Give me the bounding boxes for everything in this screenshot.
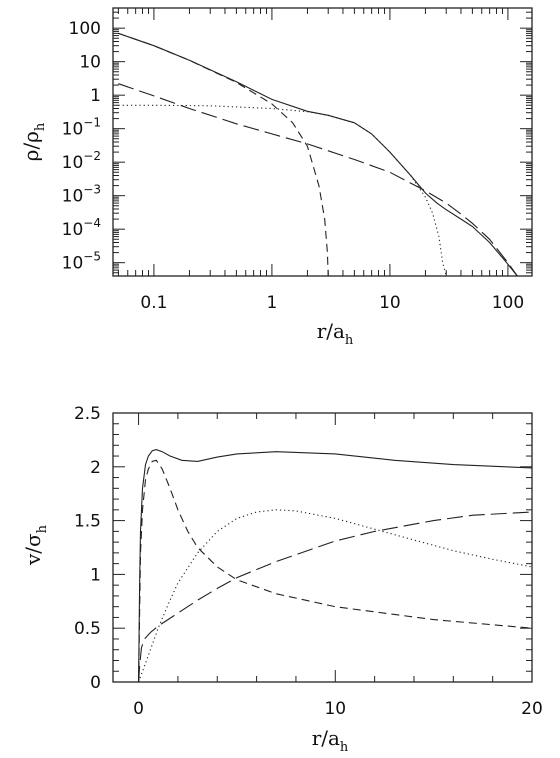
y-tick-label: 1.5 — [74, 512, 101, 532]
density-curves — [118, 32, 518, 277]
density-series-longdash — [118, 83, 518, 277]
density-y-tick-labels: 100 10 1 10−1 10−2 10−3 10−4 10−5 — [62, 19, 101, 274]
density-x-axis-label: r/ah — [317, 319, 354, 348]
velocity-series-dashed — [138, 459, 533, 683]
density-series-solid — [118, 32, 518, 277]
x-tick-label: 10 — [324, 699, 346, 719]
velocity-series-solid — [138, 449, 533, 683]
y-tick-label: 1 — [90, 565, 101, 585]
y-tick-label: 1 — [90, 86, 101, 106]
y-tick-label: 10−1 — [62, 116, 101, 140]
y-tick-label: 10−5 — [62, 250, 101, 274]
y-tick-label: 0 — [90, 673, 101, 693]
density-axis-ticks — [113, 7, 532, 277]
velocity-x-tick-labels: 0 10 20 — [133, 699, 543, 719]
velocity-y-axis-label: v/σh — [21, 524, 50, 566]
y-tick-label: 10 — [79, 53, 101, 73]
velocity-series-longdash — [138, 511, 533, 683]
y-tick-label: 100 — [69, 19, 101, 39]
y-tick-label: 10−2 — [62, 149, 101, 173]
y-tick-label: 2 — [90, 458, 101, 478]
y-tick-label: 0.5 — [74, 619, 101, 639]
x-tick-label: 100 — [492, 293, 524, 313]
velocity-panel: 0 0.5 1 1.5 2 2.5 0 10 20 r/ah v/σh — [21, 404, 543, 755]
density-series-dotted — [118, 104, 447, 277]
x-tick-label: 0 — [133, 699, 144, 719]
velocity-x-axis-label: r/ah — [312, 726, 349, 755]
velocity-y-tick-labels: 0 0.5 1 1.5 2 2.5 — [74, 404, 101, 693]
velocity-series-dotted — [138, 509, 533, 683]
y-tick-label: 10−4 — [62, 216, 101, 240]
x-tick-label: 1 — [267, 293, 278, 313]
density-x-tick-labels: 0.1 1 10 100 — [140, 293, 524, 313]
velocity-plot-frame — [112, 412, 533, 683]
density-plot-frame — [112, 7, 533, 277]
y-tick-label: 10−3 — [62, 183, 101, 207]
density-y-axis-label: ρ/ρh — [19, 122, 48, 161]
x-tick-label: 10 — [379, 293, 401, 313]
y-tick-label: 2.5 — [74, 404, 101, 424]
velocity-curves — [138, 449, 533, 683]
x-tick-label: 20 — [521, 699, 543, 719]
density-series-dashed — [118, 32, 329, 277]
density-panel: 100 10 1 10−1 10−2 10−3 10−4 10−5 0.1 1 10 100 r/a… — [19, 7, 533, 348]
x-tick-label: 0.1 — [140, 293, 167, 313]
